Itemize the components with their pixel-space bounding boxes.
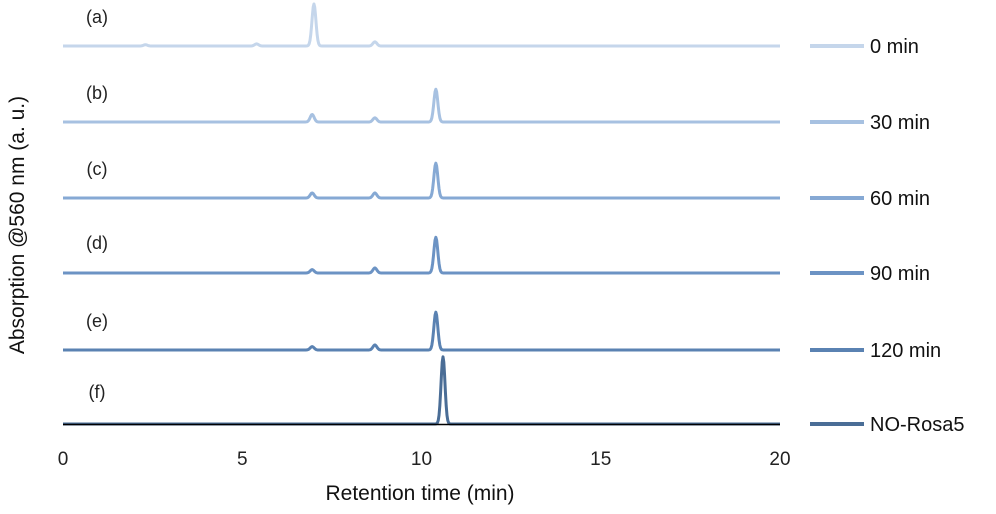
x-tick-label: 5	[237, 449, 248, 470]
panel-label: (e)	[86, 311, 108, 331]
series-line	[62, 2, 781, 48]
panel-label: (c)	[87, 159, 108, 179]
series-line	[62, 310, 781, 352]
x-tick-label: 20	[769, 449, 790, 470]
x-axis: 0 5 10 15 20	[58, 449, 791, 470]
legend-label: NO-Rosa5	[870, 414, 964, 436]
x-tick-label: 15	[590, 449, 611, 470]
legend-label: 0 min	[870, 36, 919, 58]
legend-label: 120 min	[870, 340, 941, 362]
legend-label: 60 min	[870, 188, 930, 210]
panel-label: (f)	[89, 382, 106, 402]
panel-labels: (a) (b) (c) (d) (e) (f)	[86, 7, 108, 402]
x-tick-label: 10	[411, 449, 432, 470]
panel-label: (a)	[86, 7, 108, 27]
series-line	[62, 355, 781, 426]
series-line	[62, 235, 781, 275]
series-line	[62, 87, 781, 124]
y-axis-title: Absorption @560 nm (a. u.)	[6, 96, 29, 354]
series-line	[62, 161, 781, 200]
legend-label: 30 min	[870, 112, 930, 134]
traces	[62, 2, 781, 426]
x-tick-label: 0	[58, 449, 69, 470]
legend-label: 90 min	[870, 263, 930, 285]
panel-label: (d)	[86, 233, 108, 253]
x-axis-title: Retention time (min)	[325, 482, 514, 505]
panel-label: (b)	[86, 83, 108, 103]
legend: 0 min 30 min 60 min 90 min 120 min NO-Rosa5	[810, 36, 964, 436]
